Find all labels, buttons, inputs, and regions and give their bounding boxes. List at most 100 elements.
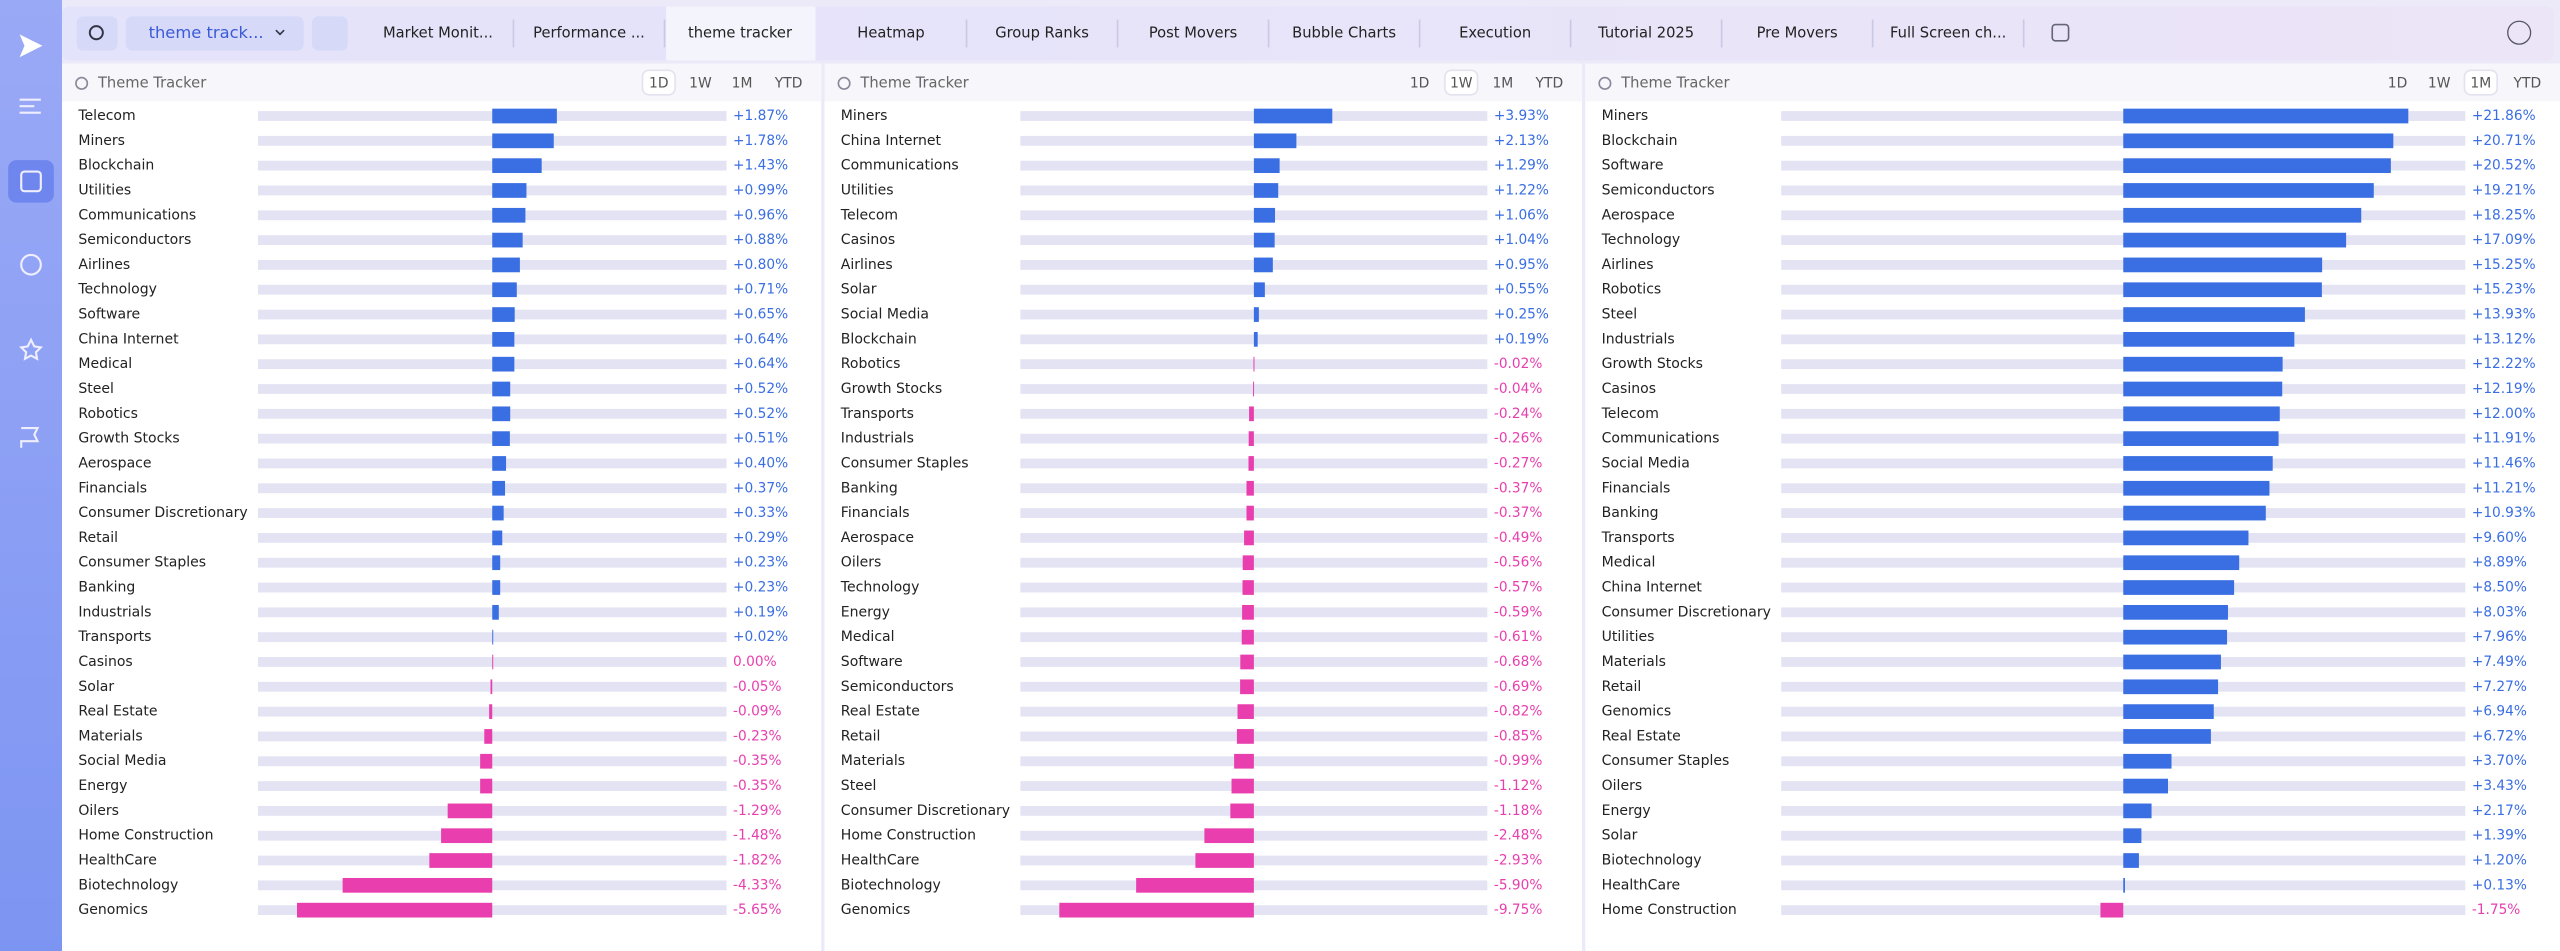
category-label: Medical [78, 356, 132, 372]
category-label: Communications [841, 158, 959, 174]
bar-track [257, 830, 727, 841]
value-label: -0.26% [1494, 431, 1543, 447]
tab[interactable]: Market Monit... [383, 24, 493, 41]
value-label: +0.95% [1494, 257, 1549, 273]
bar-track [257, 781, 727, 791]
category-label: Robotics [78, 406, 138, 422]
category-label: Semiconductors [841, 679, 954, 695]
bar [492, 480, 506, 496]
panel-header [1585, 63, 2560, 102]
category-label: Retail [78, 530, 118, 546]
tab[interactable]: Group Ranks [995, 24, 1089, 41]
bar-track [257, 905, 727, 916]
category-label: Consumer Discretionary [1602, 604, 1771, 620]
category-label: Casinos [1602, 381, 1656, 397]
category-label: Retail [841, 728, 881, 744]
tab[interactable]: Full Screen ch... [1890, 24, 2006, 41]
value-label: +0.29% [733, 530, 788, 546]
selector[interactable] [125, 16, 304, 51]
layout-button[interactable] [311, 16, 348, 51]
bar-track [257, 880, 727, 891]
value-label: +1.04% [1494, 232, 1549, 248]
tab[interactable]: Tutorial 2025 [1597, 24, 1694, 41]
tab[interactable]: Bubble Charts [1292, 24, 1396, 41]
category-label: Banking [1602, 505, 1659, 521]
value-label: +17.09% [2472, 232, 2536, 248]
category-label: Materials [78, 728, 142, 744]
bar-track [257, 731, 727, 742]
tab[interactable]: theme tracker [688, 24, 793, 41]
value-label: -0.82% [1494, 704, 1543, 720]
search-icon [88, 25, 104, 41]
flag-icon[interactable] [20, 427, 40, 448]
bar [1230, 803, 1254, 819]
add-tab[interactable] [2051, 23, 2070, 42]
bar [492, 580, 501, 595]
bar [492, 183, 527, 198]
tab[interactable]: Pre Movers [1757, 24, 1838, 41]
bar [1244, 530, 1254, 546]
bar [441, 828, 493, 844]
value-label: +20.71% [2472, 133, 2536, 149]
category-label: Technology [840, 580, 920, 596]
tab[interactable]: Post Movers [1149, 24, 1237, 41]
category-label: Genomics [1602, 704, 1672, 720]
category-label: Biotechnology [78, 877, 178, 893]
star-icon[interactable] [18, 337, 44, 361]
range-button[interactable]: 1D [1410, 75, 1430, 91]
panel-title: Theme Tracker [97, 74, 207, 91]
category-label: Industrials [78, 604, 151, 620]
range-button[interactable]: 1W [2428, 75, 2451, 91]
category-label: HealthCare [78, 853, 157, 869]
value-label: -4.33% [733, 877, 782, 893]
value-label: +0.02% [733, 629, 788, 645]
bar [490, 679, 493, 695]
range-button[interactable]: 1D [649, 75, 669, 91]
category-label: Utilities [841, 182, 894, 198]
menu-icon[interactable] [19, 98, 41, 114]
value-label: -0.61% [1494, 629, 1543, 645]
active-nav[interactable] [8, 160, 54, 203]
share-button[interactable] [2507, 20, 2532, 45]
logo[interactable] [19, 34, 43, 58]
tabs: Market Monit... Performance ... theme trac… [383, 6, 2025, 61]
value-label: +9.60% [2472, 530, 2527, 546]
category-label: Aerospace [78, 455, 151, 471]
bar [492, 406, 511, 422]
range-button[interactable]: 1W [689, 75, 712, 91]
category-label: Telecom [840, 207, 898, 223]
range-button[interactable]: 1W [1450, 75, 1473, 91]
panel-icon [837, 76, 851, 90]
range-button[interactable]: 1M [1492, 75, 1513, 91]
range-button[interactable]: 1D [2388, 75, 2408, 91]
range-button[interactable]: YTD [2513, 75, 2542, 91]
value-label: +12.22% [2472, 356, 2536, 372]
range-button[interactable]: 1M [732, 75, 753, 91]
tab[interactable]: Performance ... [533, 24, 645, 41]
bar [492, 257, 520, 273]
value-label: -0.68% [1494, 654, 1543, 670]
bar [1253, 108, 1333, 124]
bar [1253, 183, 1279, 198]
category-label: Oilers [1602, 778, 1643, 794]
category-label: Blockchain [841, 331, 917, 347]
category-label: Financials [1602, 480, 1671, 496]
tab[interactable]: Execution [1459, 24, 1531, 41]
bar [1253, 332, 1258, 347]
range-button[interactable]: YTD [1535, 75, 1564, 91]
bar [480, 778, 493, 794]
tab[interactable]: Heatmap [857, 24, 924, 41]
category-label: Transports [77, 629, 151, 645]
bar [429, 853, 493, 868]
range-button[interactable]: 1M [2470, 75, 2491, 91]
value-label: +18.25% [2472, 207, 2536, 223]
category-label: Retail [1602, 679, 1642, 695]
range-button[interactable]: YTD [774, 75, 803, 91]
value-label: +1.43% [733, 158, 788, 174]
bar [1234, 753, 1254, 769]
panels: Theme Tracker 1D 1W 1M YTD Telecom +1.87% Miner… [62, 63, 2560, 951]
target-icon[interactable] [20, 253, 42, 276]
category-label: Biotechnology [841, 877, 941, 893]
search-button[interactable] [76, 16, 118, 51]
bar [1246, 480, 1254, 496]
